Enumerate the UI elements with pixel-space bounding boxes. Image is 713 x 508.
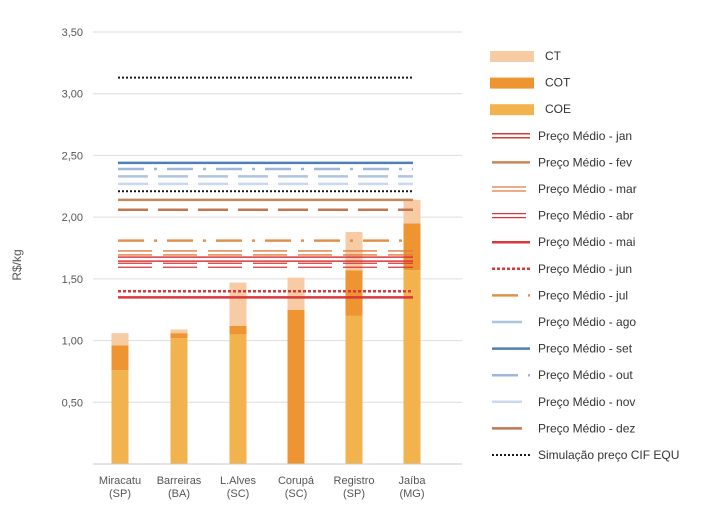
x-tick-state: (SP) <box>109 488 131 500</box>
x-tick-state: (SC) <box>285 488 308 500</box>
bar-cot <box>345 270 363 316</box>
x-tick-state: (SP) <box>343 488 365 500</box>
bar-ct <box>170 329 188 334</box>
legend-label: Preço Médio - nov <box>538 395 635 409</box>
x-tick-label: Registro <box>334 475 375 487</box>
y-axis-label: R$/kg <box>10 249 24 280</box>
legend-label: Preço Médio - mar <box>538 182 637 196</box>
legend-label: Preço Médio - jan <box>538 129 632 143</box>
y-tick-label: 3,00 <box>62 89 83 101</box>
y-tick-label: 0,50 <box>62 397 83 409</box>
x-tick-state: (SC) <box>227 488 250 500</box>
bar-coe <box>229 334 247 464</box>
x-axis-ticks: Miracatu(SP)Barreiras(BA)L.Alves(SC)Coru… <box>99 475 426 500</box>
y-tick-label: 1,50 <box>62 274 83 286</box>
legend-label: Preço Médio - set <box>538 342 633 356</box>
bar-cot <box>170 333 188 339</box>
bars <box>111 199 421 464</box>
legend-label: Preço Médio - abr <box>538 209 633 223</box>
legend-label: Preço Médio - ago <box>538 315 636 329</box>
bar-coe <box>345 315 363 464</box>
y-tick-label: 1,00 <box>62 336 83 348</box>
legend-label: Preço Médio - mai <box>538 235 635 249</box>
bar-cot <box>111 345 129 371</box>
bar-ct <box>229 282 247 326</box>
legend-label: COE <box>545 102 571 116</box>
bar-ct <box>287 277 305 310</box>
bar-coe <box>403 270 421 464</box>
gridlines <box>93 31 462 403</box>
x-tick-state: (BA) <box>168 488 190 500</box>
x-tick-label: L.Alves <box>220 475 257 487</box>
legend-label: Simulação preço CIF EQU <box>538 448 679 462</box>
legend-swatch-bar <box>490 104 534 116</box>
y-axis-ticks: 0,50 1,00 1,50 2,00 2,50 3,00 3,50 <box>62 27 83 409</box>
bar-cot <box>287 309 305 464</box>
x-tick-label: Jaíba <box>399 475 427 487</box>
y-tick-label: 2,50 <box>62 150 83 162</box>
bar-coe <box>111 370 129 464</box>
bar-cot <box>229 325 247 335</box>
bar-coe <box>170 338 188 464</box>
bar-ct <box>111 333 129 346</box>
legend-label: COT <box>545 76 571 90</box>
reference-lines <box>118 76 413 299</box>
bar-cot <box>403 223 421 271</box>
legend-label: Preço Médio - jul <box>538 288 628 302</box>
legend-swatch-bar <box>490 77 534 89</box>
x-tick-label: Miracatu <box>99 475 141 487</box>
legend-label: Preço Médio - dez <box>538 421 635 435</box>
y-tick-label: 3,50 <box>62 27 83 39</box>
legend-label: Preço Médio - fev <box>538 155 632 169</box>
legend: CT COT COE Preço Médio - jan Preço Médio - f… <box>490 49 679 462</box>
y-tick-label: 2,00 <box>62 212 83 224</box>
x-tick-state: (MG) <box>399 488 424 500</box>
legend-label: Preço Médio - out <box>538 368 633 382</box>
x-tick-label: Barreiras <box>157 475 202 487</box>
bar-ct <box>403 199 421 224</box>
legend-label: CT <box>545 49 562 63</box>
legend-swatch-bar <box>490 51 534 62</box>
legend-label: Preço Médio - jun <box>538 262 632 276</box>
x-tick-label: Corupá <box>278 475 315 487</box>
